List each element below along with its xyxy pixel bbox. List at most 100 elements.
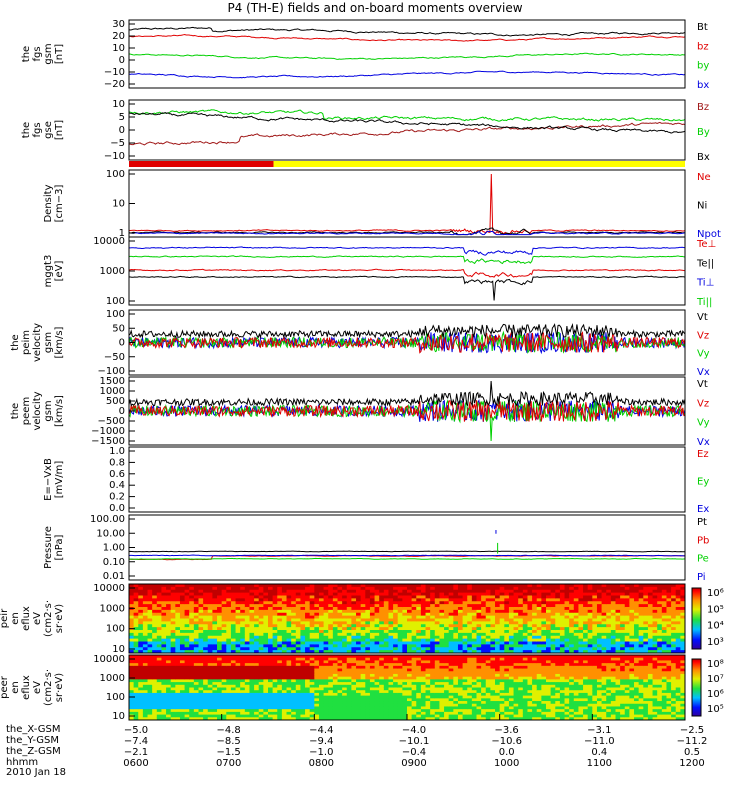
spectrogram-cell (351, 624, 357, 628)
spectrogram-cell (291, 711, 297, 716)
spectrogram-cell (300, 635, 306, 640)
spectrogram-cell (221, 601, 227, 605)
spectrogram-cell (638, 589, 644, 594)
spectrogram-cell (596, 635, 603, 640)
spectrogram-cell (240, 709, 246, 713)
spectrogram-cell (142, 586, 149, 591)
spectrogram-cell (193, 607, 199, 611)
spectrogram-cell (346, 624, 352, 628)
spectrogram-cell (203, 668, 209, 672)
spectrogram-cell (430, 584, 436, 588)
spectrogram-cell (286, 671, 292, 675)
spectrogram-cell (661, 635, 667, 640)
spectrogram-cell (467, 668, 473, 672)
spectrogram-cell (495, 632, 501, 637)
spectrogram-cell (175, 690, 181, 694)
spectrogram-cell (522, 584, 528, 588)
spectrogram-cell (397, 655, 403, 659)
spectrogram-cell (634, 647, 640, 651)
spectrogram-cell (230, 647, 237, 651)
spectrogram-cell (342, 621, 348, 625)
spectrogram-cell (152, 709, 158, 713)
spectrogram-cell (647, 647, 654, 651)
spectrogram-cell (425, 592, 431, 596)
spectrogram-cell (207, 609, 213, 614)
spectrogram-cell (555, 615, 561, 619)
spectrogram-cell (309, 709, 315, 713)
spectrogram-cell (305, 671, 311, 675)
spectrogram-cell (254, 655, 260, 659)
spectrogram-cell (179, 632, 186, 637)
spectrogram-cell (606, 647, 612, 651)
spectrogram-cell (513, 647, 519, 651)
spectrogram-cell (193, 671, 199, 675)
spectrogram-cell (578, 592, 584, 596)
spectrogram-cell (351, 687, 357, 691)
spectrogram-cell (309, 624, 315, 628)
spectrogram-cell (342, 690, 348, 694)
spectrogram-cell (457, 647, 464, 651)
spectrogram-cell (388, 584, 394, 588)
spectrogram-cell (277, 701, 283, 705)
spectrogram-cell (383, 698, 389, 702)
spectrogram-cell (680, 632, 686, 637)
spectrogram-cell (504, 584, 510, 588)
spectrogram-cell (541, 601, 547, 605)
spectrogram-cell (680, 647, 686, 651)
spectrogram-cell (328, 586, 334, 591)
spectrogram-cell (156, 604, 162, 608)
spectrogram-cell (411, 671, 417, 675)
spectrogram-cell (374, 630, 380, 634)
spectrogram-cell (527, 586, 533, 591)
spectrogram-cell (258, 630, 264, 634)
spectrogram-cell (393, 714, 399, 718)
spectrogram-cell (606, 621, 612, 625)
spectrogram-cell (374, 690, 380, 694)
spectrogram-cell (221, 615, 227, 619)
spectrogram-cell (430, 657, 436, 661)
spectrogram-cell (411, 647, 417, 651)
spectrogram-cell (411, 641, 417, 645)
spectrogram-cell (434, 647, 440, 651)
spectrogram-cell (444, 690, 450, 694)
spectrogram-cell (374, 660, 380, 664)
spectrogram-cell (397, 650, 403, 654)
spectrogram-cell (402, 701, 408, 705)
spectrogram-cell (453, 690, 459, 694)
spectrogram-cell (281, 624, 288, 628)
spectrogram-cell (657, 586, 663, 591)
spectrogram-cell (448, 709, 454, 713)
spectrogram-cell (133, 607, 139, 611)
spectrogram-cell (351, 673, 357, 678)
spectrogram-cell (495, 630, 501, 634)
spectrogram-cell (652, 644, 658, 648)
spectrogram-cell (166, 687, 172, 691)
spectrogram-cell (184, 598, 190, 602)
spectrogram-cell (647, 635, 654, 640)
spectrogram-cell (457, 592, 464, 596)
spectrogram-cell (448, 706, 454, 710)
spectrogram-cell (142, 601, 149, 605)
spectrogram-cell (453, 679, 459, 683)
spectrogram-cell (444, 671, 450, 675)
spectrogram-cell (184, 630, 190, 634)
spectrogram-cell (379, 673, 385, 678)
spectrogram-cell (337, 679, 343, 683)
spectrogram-cell (555, 627, 561, 631)
spectrogram-cell (281, 663, 288, 667)
spectrogram-cell (332, 692, 338, 697)
spectrogram-cell (235, 676, 241, 680)
spectrogram-cell (522, 589, 528, 594)
spectrogram-cell (434, 660, 440, 664)
spectrogram-cell (175, 612, 181, 617)
spectrogram-cell (175, 624, 181, 628)
spectrogram-cell (425, 717, 431, 721)
spectrogram-cell (277, 673, 283, 678)
spectrogram-cell (230, 657, 237, 661)
spectrogram-cell (314, 684, 320, 688)
spectrogram-cell (476, 711, 482, 716)
spectrogram-cell (189, 592, 195, 596)
spectrogram-cell (337, 690, 343, 694)
spectrogram-cell (235, 615, 241, 619)
spectrogram-cell (583, 621, 589, 625)
